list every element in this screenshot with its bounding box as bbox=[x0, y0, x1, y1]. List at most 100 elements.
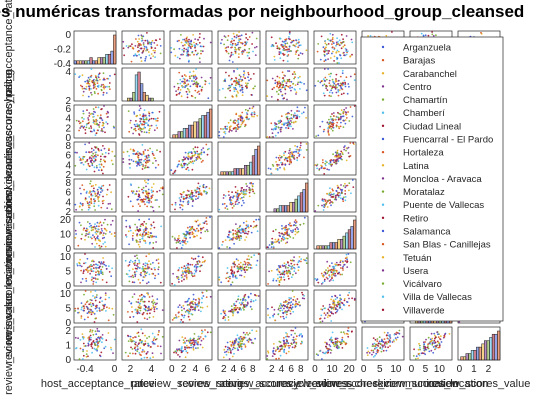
scatter-point bbox=[101, 129, 103, 132]
scatter-point bbox=[270, 45, 273, 48]
scatter-point bbox=[344, 186, 347, 189]
scatter-point bbox=[278, 122, 280, 125]
scatter-point bbox=[77, 244, 80, 247]
scatter-point bbox=[183, 82, 185, 85]
scatter-point bbox=[241, 111, 244, 114]
scatter-point bbox=[284, 156, 287, 159]
scatter-point bbox=[236, 124, 239, 127]
scatter-point bbox=[296, 114, 299, 117]
scatter-point bbox=[139, 273, 142, 276]
histogram-bar bbox=[84, 60, 88, 65]
scatter-point bbox=[151, 206, 154, 209]
scatter-point bbox=[205, 143, 208, 146]
scatter-point bbox=[342, 41, 345, 43]
scatter-point bbox=[290, 109, 293, 112]
scatter-point bbox=[193, 272, 196, 275]
scatter-point bbox=[188, 91, 191, 93]
scatter-point bbox=[343, 148, 346, 151]
scatter-point bbox=[81, 120, 84, 123]
scatter-point bbox=[232, 121, 235, 124]
scatter-point bbox=[234, 46, 237, 49]
panel-price-vs-review_scores_cleanliness bbox=[265, 67, 309, 102]
scatter-point bbox=[294, 230, 297, 233]
scatter-point bbox=[286, 237, 289, 240]
scatter-point bbox=[229, 89, 232, 92]
scatter-point bbox=[239, 75, 242, 78]
scatter-point bbox=[161, 187, 164, 190]
scatter-point bbox=[194, 229, 197, 232]
scatter-point bbox=[339, 188, 342, 191]
scatter-point bbox=[98, 163, 101, 166]
scatter-point bbox=[333, 55, 336, 58]
scatter-point bbox=[190, 40, 192, 43]
scatter-point bbox=[345, 76, 348, 79]
scatter-point bbox=[100, 232, 103, 234]
scatter-point bbox=[334, 194, 337, 197]
scatter-point bbox=[183, 265, 186, 267]
scatter-point bbox=[335, 154, 338, 157]
scatter-point bbox=[331, 121, 334, 124]
histogram-bar bbox=[305, 182, 309, 213]
scatter-point bbox=[186, 93, 189, 96]
histogram-bar bbox=[193, 121, 197, 139]
scatter-point bbox=[141, 128, 143, 131]
scatter-point bbox=[131, 261, 134, 263]
scatter-point bbox=[242, 221, 245, 224]
histogram-bar bbox=[334, 242, 338, 250]
scatter-point bbox=[330, 89, 332, 92]
scatter-point bbox=[103, 85, 106, 87]
scatter-point bbox=[104, 233, 107, 235]
scatter-point bbox=[138, 190, 141, 193]
scatter-point bbox=[235, 113, 238, 116]
scatter-point bbox=[125, 234, 127, 236]
scatter-point bbox=[276, 81, 279, 84]
scatter-point bbox=[171, 203, 174, 206]
scatter-point bbox=[341, 192, 343, 195]
histogram-bar bbox=[281, 205, 285, 213]
scatter-point bbox=[179, 242, 182, 245]
histogram-bar bbox=[206, 111, 210, 139]
histogram-bar bbox=[107, 54, 111, 65]
scatter-point bbox=[293, 77, 295, 80]
scatter-point bbox=[248, 36, 251, 38]
scatter-point bbox=[290, 41, 292, 44]
scatter-point bbox=[88, 201, 91, 204]
scatter-point bbox=[329, 72, 332, 75]
scatter-point bbox=[284, 150, 287, 153]
scatter-point bbox=[228, 239, 231, 242]
scatter-point bbox=[159, 281, 162, 284]
scatter-point bbox=[238, 85, 241, 88]
scatter-point bbox=[337, 125, 340, 128]
scatter-point bbox=[74, 164, 77, 167]
scatter-point bbox=[133, 153, 136, 155]
scatter-point bbox=[286, 42, 289, 45]
scatter-point bbox=[218, 89, 221, 91]
scatter-point bbox=[148, 114, 151, 117]
scatter-point bbox=[102, 234, 105, 237]
scatter-point bbox=[180, 247, 183, 249]
scatter-point bbox=[246, 118, 249, 121]
scatter-point bbox=[193, 82, 196, 85]
scatter-point bbox=[113, 155, 116, 158]
scatter-point bbox=[187, 54, 190, 57]
scatter-point bbox=[233, 90, 236, 92]
scatter-point bbox=[237, 121, 240, 124]
scatter-point bbox=[105, 281, 108, 284]
scatter-point bbox=[323, 167, 326, 170]
scatter-point bbox=[145, 192, 148, 195]
scatter-point bbox=[339, 84, 342, 87]
scatter-point bbox=[90, 76, 92, 78]
histogram-bar bbox=[329, 242, 333, 250]
scatter-point bbox=[302, 222, 305, 225]
scatter-point bbox=[239, 197, 242, 200]
scatter-point bbox=[280, 126, 282, 129]
scatter-point bbox=[153, 157, 156, 159]
scatter-point bbox=[292, 151, 295, 154]
scatter-point bbox=[196, 234, 198, 237]
scatter-point bbox=[323, 47, 326, 50]
scatter-point bbox=[345, 35, 348, 37]
scatter-point bbox=[128, 45, 131, 47]
scatter-point bbox=[344, 199, 347, 202]
scatter-point bbox=[75, 208, 77, 211]
scatter-point bbox=[328, 39, 331, 42]
